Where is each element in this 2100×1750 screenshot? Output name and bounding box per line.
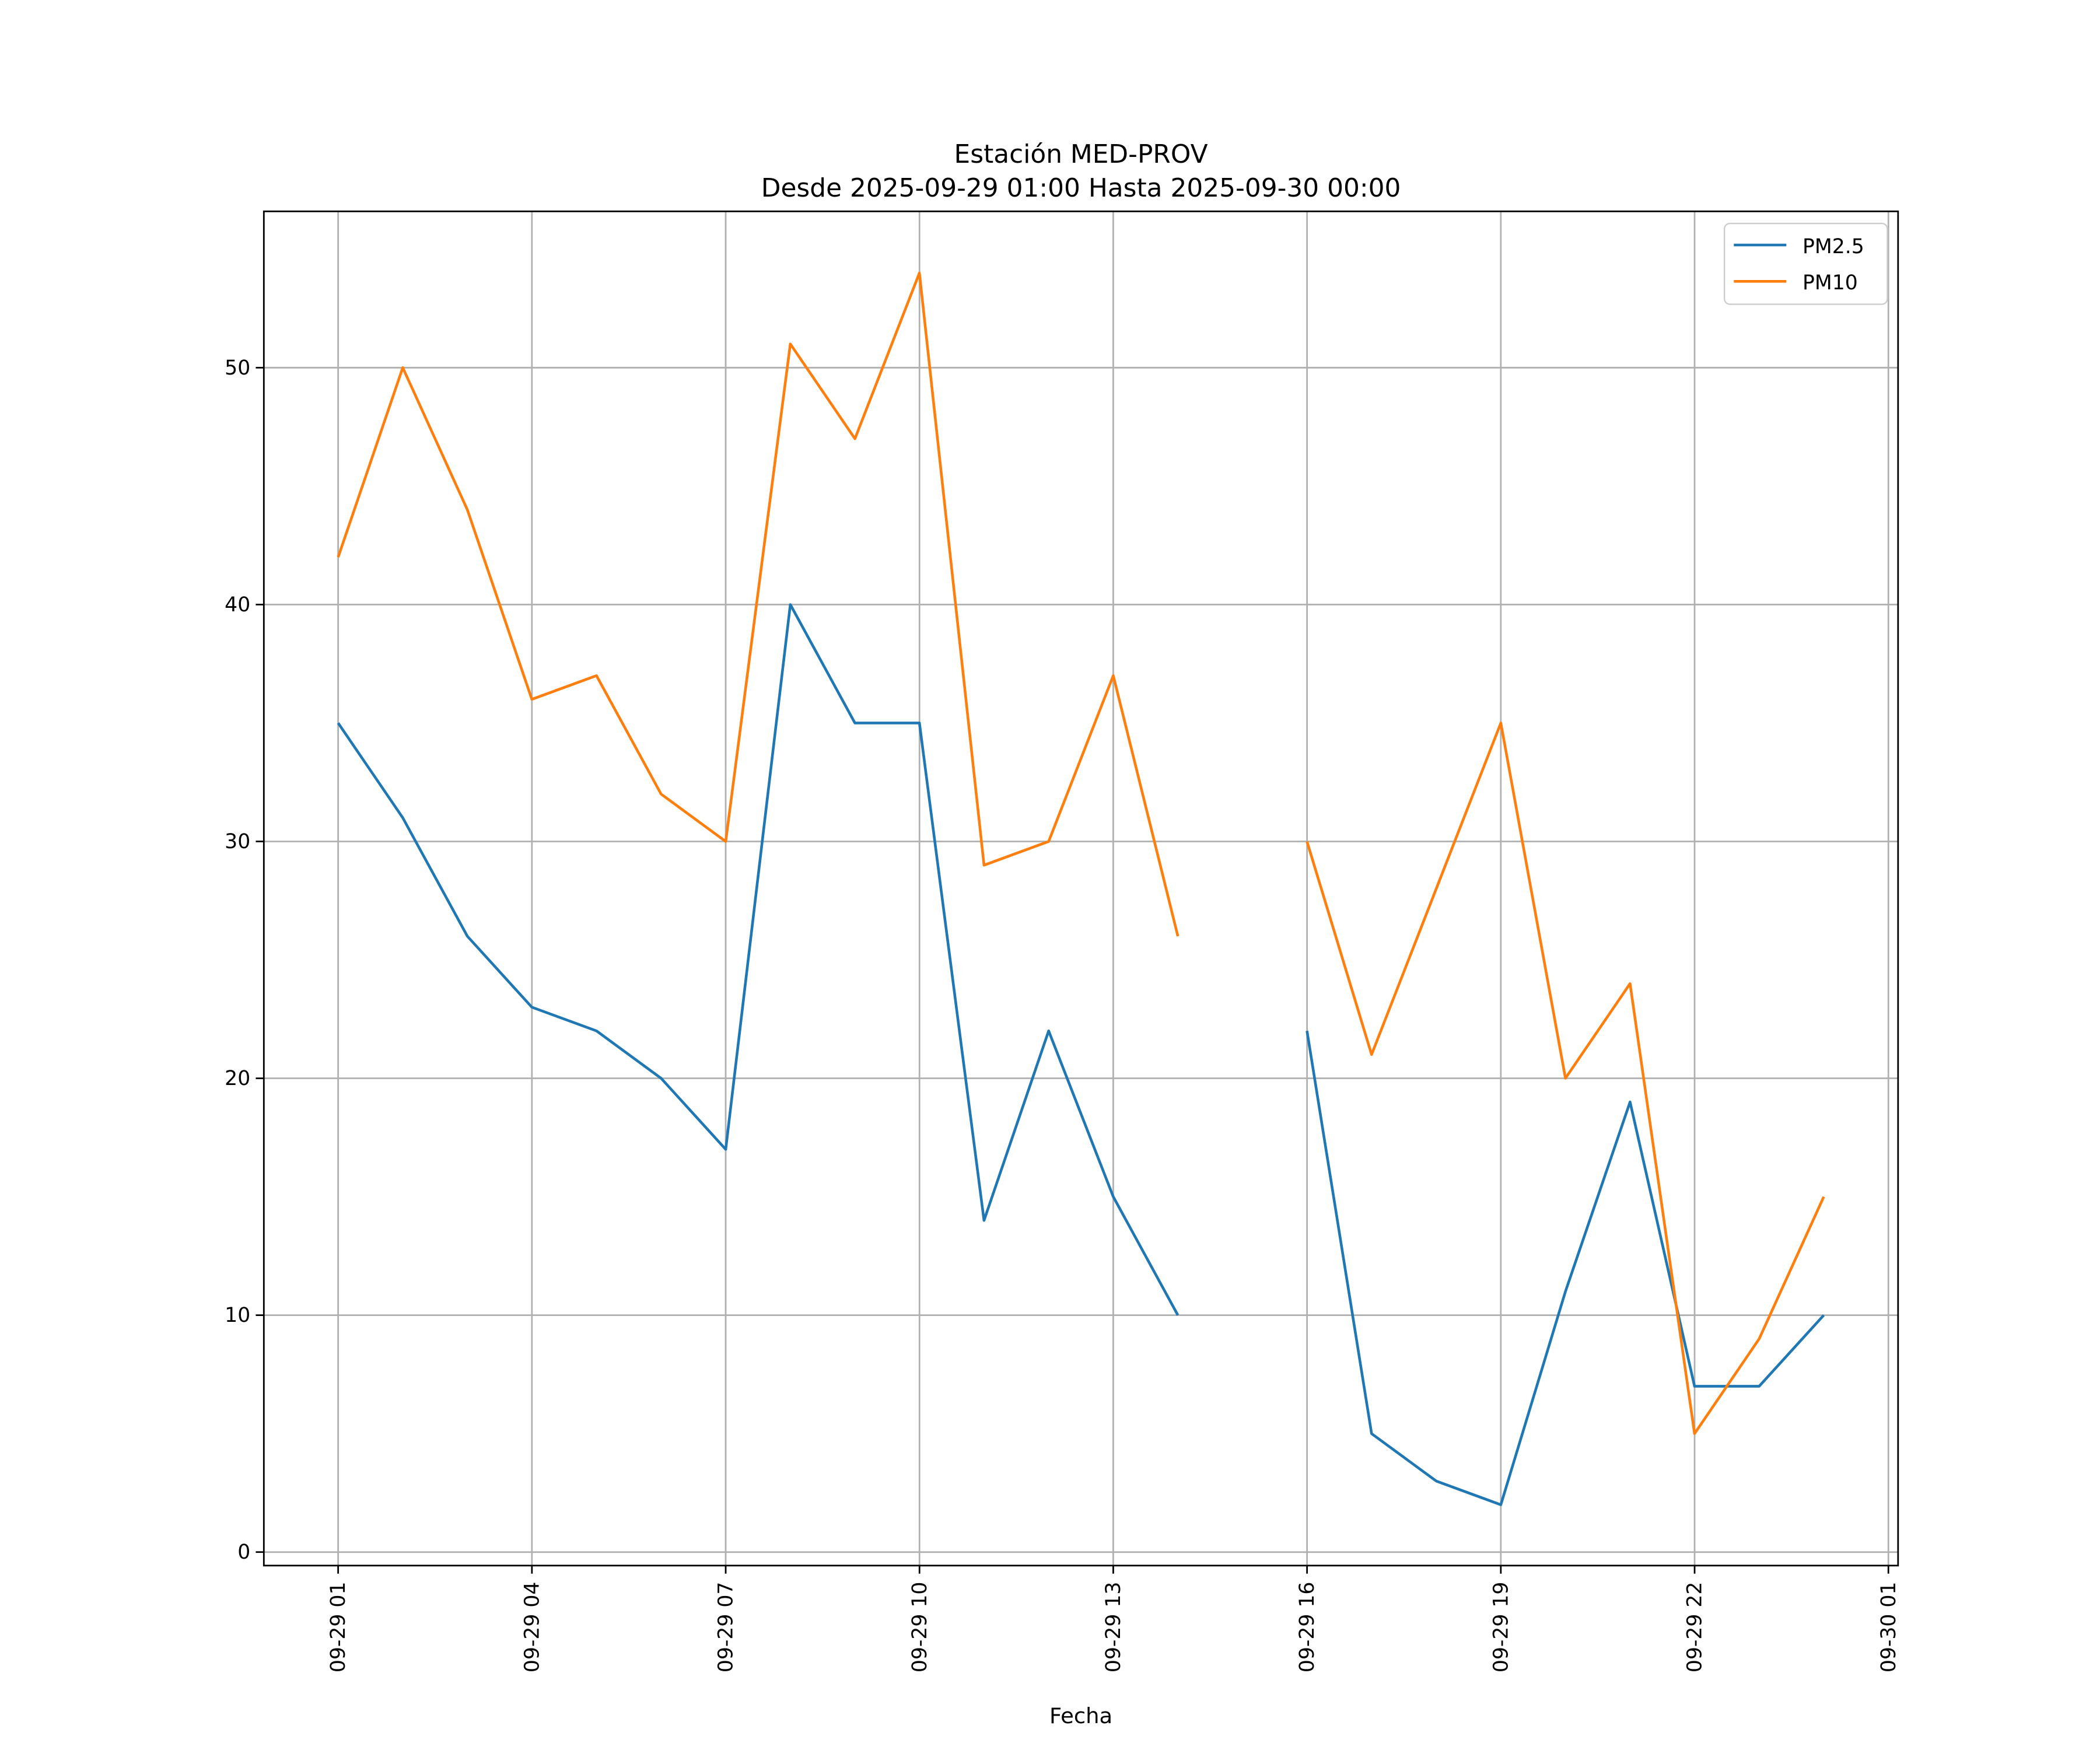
y-tick-label: 20 [225,1067,250,1090]
y-tick-label: 0 [237,1541,250,1564]
y-tick-label: 30 [225,830,250,853]
x-tick-label: 09-30 01 [1877,1582,1901,1673]
x-tick-label: 09-29 13 [1102,1582,1125,1673]
x-tick-label: 09-29 07 [715,1582,738,1673]
x-axis: 09-29 01 09-29 04 09-29 07 09-29 10 09-29 13… [327,1565,1901,1673]
x-tick-label: 09-29 22 [1684,1582,1707,1673]
legend-label-pm25: PM2.5 [1803,235,1864,258]
x-tick-label: 09-29 16 [1296,1582,1319,1673]
x-tick-label: 09-29 10 [908,1582,932,1673]
chart-subtitle: Desde 2025-09-29 01:00 Hasta 2025-09-30 … [761,173,1401,203]
legend: PM2.5 PM10 [1723,222,1888,305]
series-line-pm10 [1306,722,1825,1435]
axes-frame [262,210,1899,1567]
grid [264,211,1898,1566]
series-line-pm25 [1306,1030,1825,1506]
series-line-pm10 [337,271,1180,937]
series-line-pm25 [337,603,1180,1316]
series-lines [337,271,1825,1506]
y-tick-label: 10 [225,1304,250,1327]
chart-title: Estación MED-PROV [954,139,1208,169]
x-tick-label: 09-29 04 [520,1582,544,1673]
x-tick-label: 09-29 01 [327,1582,350,1673]
y-axis: 0 10 20 30 40 50 [225,356,264,1564]
x-axis-label: Fecha [1049,1703,1112,1728]
x-tick-label: 09-29 19 [1489,1582,1513,1673]
y-tick-label: 40 [225,593,250,617]
y-tick-label: 50 [225,356,250,380]
legend-label-pm10: PM10 [1803,271,1858,295]
